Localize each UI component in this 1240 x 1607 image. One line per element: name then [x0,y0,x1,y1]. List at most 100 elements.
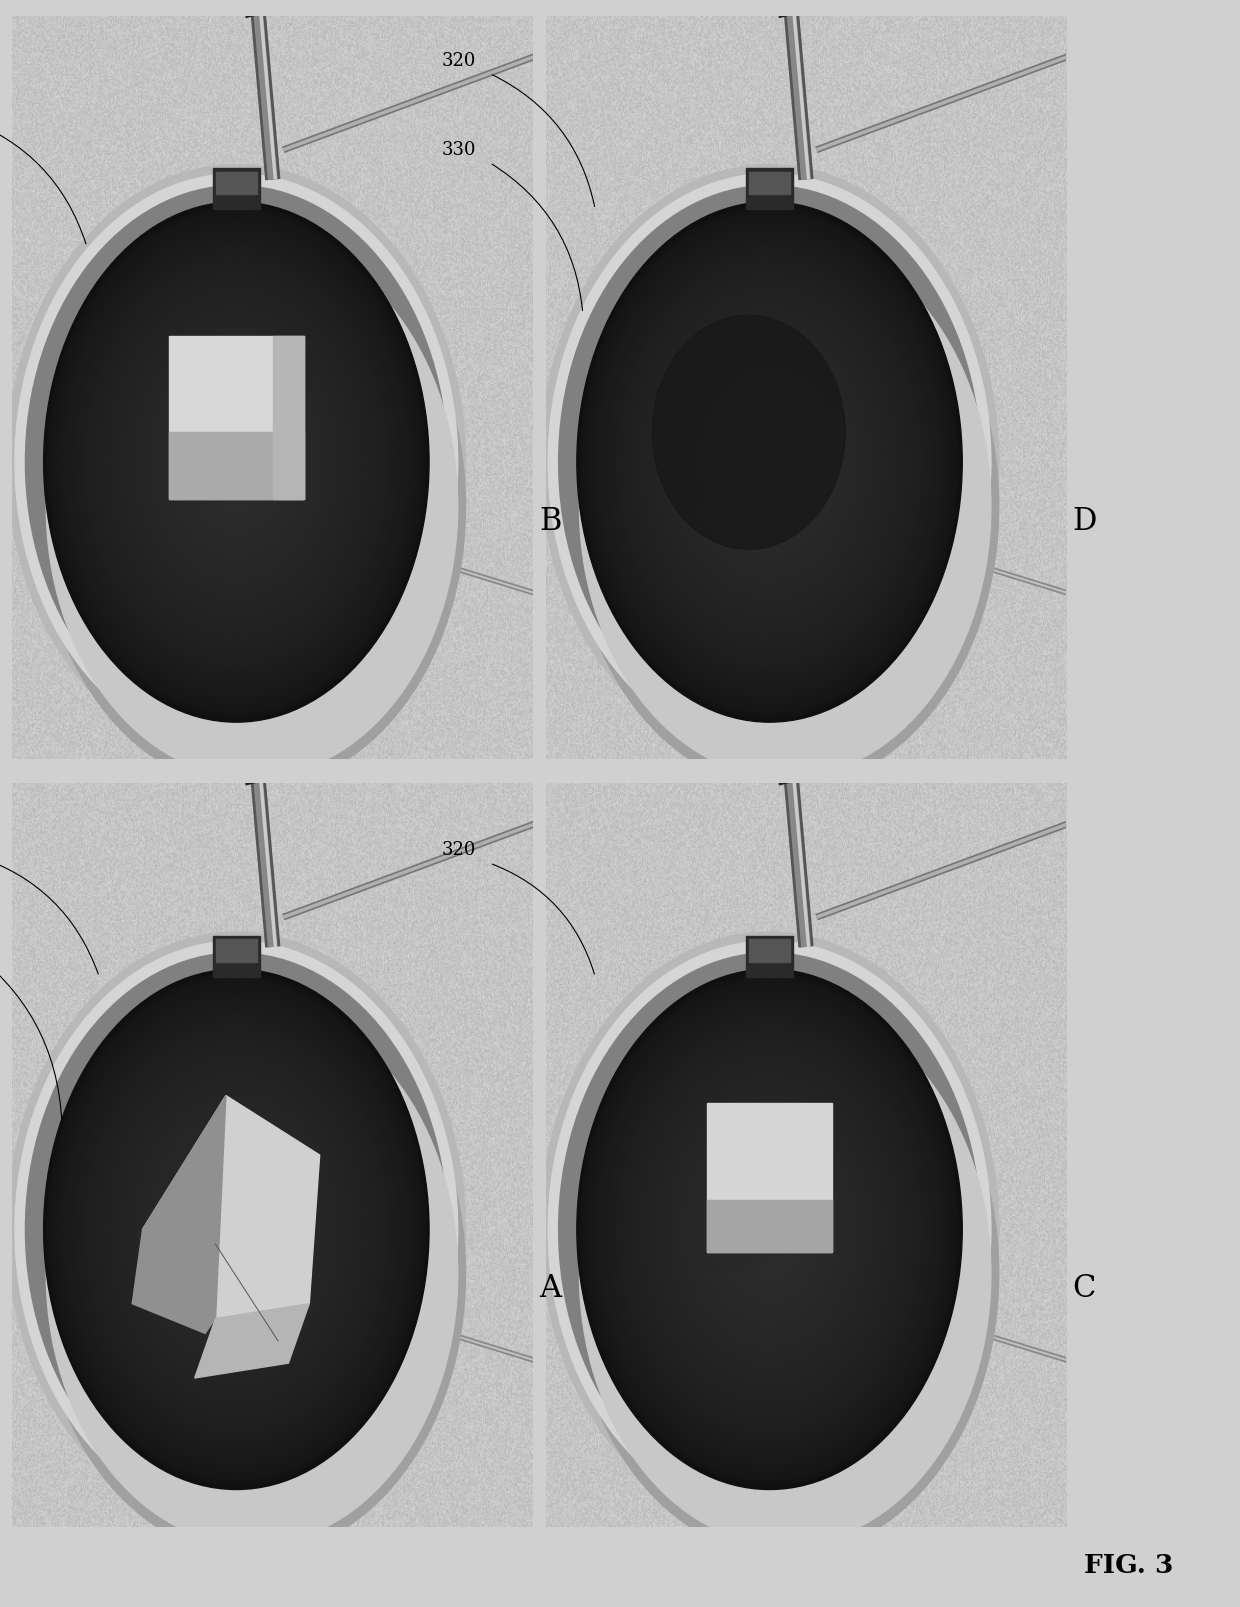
Ellipse shape [619,259,920,665]
Text: D: D [1073,506,1097,537]
Ellipse shape [50,211,423,714]
Ellipse shape [195,405,278,519]
Ellipse shape [191,1168,281,1290]
Ellipse shape [227,448,246,476]
Ellipse shape [198,1178,275,1281]
Ellipse shape [102,280,371,644]
Ellipse shape [599,1000,940,1459]
Ellipse shape [25,185,448,739]
Ellipse shape [182,1155,291,1303]
Ellipse shape [211,427,262,497]
Ellipse shape [609,246,930,678]
Ellipse shape [198,410,275,514]
Ellipse shape [670,328,869,596]
Ellipse shape [223,1212,249,1247]
Ellipse shape [686,1117,853,1342]
Ellipse shape [580,974,959,1485]
Ellipse shape [641,289,898,635]
Ellipse shape [696,1130,843,1329]
Ellipse shape [102,1048,371,1411]
Ellipse shape [128,315,346,609]
Ellipse shape [221,440,253,484]
Ellipse shape [760,1216,779,1242]
Ellipse shape [621,1030,918,1429]
Ellipse shape [712,1151,827,1308]
Ellipse shape [651,302,888,622]
Ellipse shape [104,284,368,640]
Ellipse shape [673,333,866,591]
Ellipse shape [754,440,786,484]
Ellipse shape [134,323,339,601]
Ellipse shape [124,1078,348,1380]
Ellipse shape [746,432,792,492]
Ellipse shape [95,1038,378,1421]
Ellipse shape [213,432,259,492]
Text: 320: 320 [441,51,476,69]
Bar [169,432,304,500]
Ellipse shape [201,1181,272,1278]
Ellipse shape [57,987,417,1472]
Ellipse shape [572,992,998,1556]
Ellipse shape [583,979,956,1480]
Ellipse shape [25,953,448,1506]
Ellipse shape [146,1107,326,1351]
Ellipse shape [744,1194,795,1265]
Ellipse shape [621,262,918,662]
Ellipse shape [179,1151,294,1308]
Ellipse shape [140,333,332,591]
Ellipse shape [728,1173,811,1286]
Ellipse shape [722,1165,817,1294]
Ellipse shape [82,1022,391,1437]
Ellipse shape [635,280,904,644]
Ellipse shape [613,1017,928,1441]
Ellipse shape [191,402,281,522]
Ellipse shape [108,289,365,635]
Ellipse shape [766,1225,773,1234]
Text: 320: 320 [441,842,476,860]
Ellipse shape [159,1125,314,1334]
Ellipse shape [683,1112,857,1347]
Ellipse shape [724,402,815,522]
Ellipse shape [195,1173,278,1286]
Bar [707,1199,832,1252]
Ellipse shape [15,174,458,750]
Ellipse shape [185,392,288,532]
Bar [746,169,794,209]
Ellipse shape [667,323,872,601]
Ellipse shape [754,1208,786,1250]
Ellipse shape [57,219,417,705]
Ellipse shape [652,315,846,550]
Ellipse shape [169,1138,304,1321]
Bar [213,169,260,209]
Ellipse shape [76,246,397,678]
Ellipse shape [60,223,413,701]
Ellipse shape [706,1143,833,1316]
Ellipse shape [143,336,330,588]
Ellipse shape [637,1051,901,1408]
Ellipse shape [744,427,795,497]
Ellipse shape [699,1135,841,1324]
Ellipse shape [541,166,998,760]
Ellipse shape [205,419,269,505]
Ellipse shape [724,1168,815,1290]
Ellipse shape [182,389,291,535]
Ellipse shape [541,932,998,1527]
Ellipse shape [69,236,403,688]
Ellipse shape [114,297,358,627]
Ellipse shape [128,1082,346,1377]
Ellipse shape [150,346,324,579]
Ellipse shape [156,354,316,570]
Ellipse shape [596,228,942,696]
Ellipse shape [661,1082,879,1377]
Ellipse shape [205,1186,269,1273]
Ellipse shape [43,969,429,1490]
Ellipse shape [637,284,901,640]
Ellipse shape [120,1073,352,1385]
Text: C: C [1073,1273,1096,1305]
Ellipse shape [166,366,308,558]
Ellipse shape [718,1160,821,1298]
Ellipse shape [760,448,779,476]
Ellipse shape [606,1008,934,1451]
Ellipse shape [641,1056,898,1403]
Ellipse shape [689,1122,849,1337]
